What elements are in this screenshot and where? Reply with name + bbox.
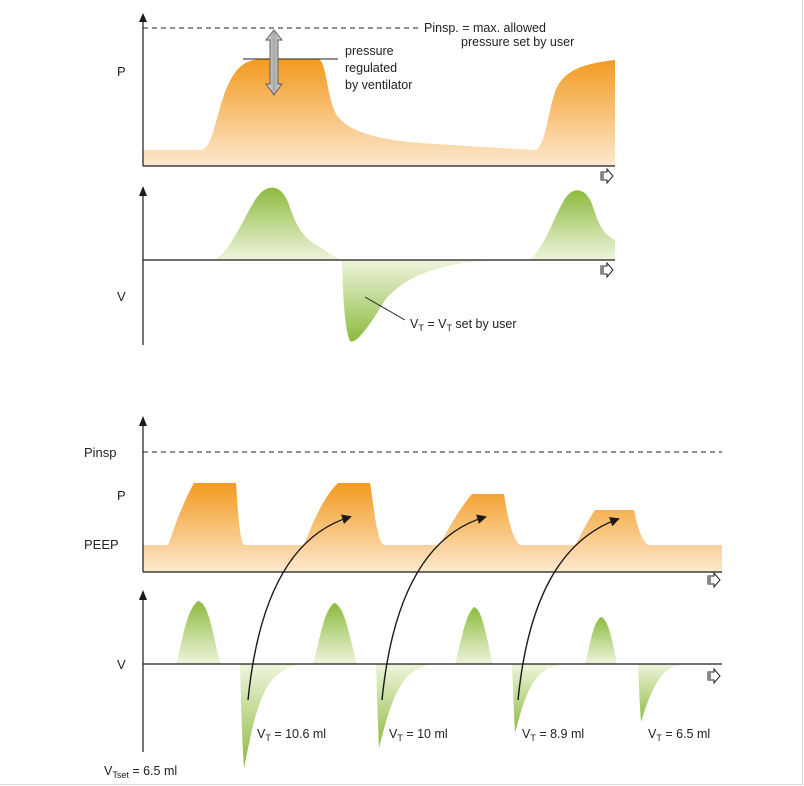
tidal-volume-label-1: VT = 10.6 ml <box>257 727 326 743</box>
top-v-axis-label: V <box>117 289 126 304</box>
bottom-flow-exp-3 <box>512 664 562 733</box>
top-flow-insp-2 <box>530 190 615 260</box>
bottom-peep-label: PEEP <box>84 537 119 552</box>
top-pressure-y-arrowhead <box>139 13 147 22</box>
top-p-axis-label: P <box>117 64 126 79</box>
top-flow-insp-1 <box>215 187 340 260</box>
tidal-volume-label-4: VT = 6.5 ml <box>648 727 710 743</box>
vt-note: VT = VT set by user <box>410 317 517 333</box>
top-pinsp-label-line2: pressure set by user <box>461 35 574 49</box>
top-pressure-time-arrow-icon <box>600 168 614 184</box>
pressure-note-line2: regulated <box>345 61 397 75</box>
bottom-flow-insp-3 <box>455 607 493 664</box>
pressure-note-line1: pressure <box>345 44 394 58</box>
top-pressure-panel: Pinsp. = max. allowed pressure set by us… <box>117 13 615 184</box>
bottom-flow-exp-1 <box>240 664 300 768</box>
bottom-flow-exp-4 <box>638 664 682 722</box>
top-flow-panel: V VT = VT set by user <box>117 186 615 345</box>
bottom-flow-insp-2 <box>313 603 357 664</box>
vtset-label: VTset = 6.5 ml <box>104 764 177 780</box>
bottom-flow-time-arrow-icon <box>707 668 721 684</box>
bottom-pressure-y-arrowhead <box>139 416 147 426</box>
feedback-arrow-2-icon <box>381 514 487 701</box>
top-pinsp-label-line1: Pinsp. = max. allowed <box>424 21 546 35</box>
tidal-volume-label-3: VT = 8.9 ml <box>522 727 584 743</box>
bottom-pinsp-label: Pinsp <box>84 445 117 460</box>
feedback-arrow-3-icon <box>517 517 620 701</box>
bottom-flow-exp-2 <box>376 664 432 748</box>
bottom-pressure-wave <box>143 483 722 572</box>
tidal-volume-label-2: VT = 10 ml <box>389 727 448 743</box>
bottom-flow-y-arrowhead <box>139 590 147 600</box>
bottom-pressure-panel: Pinsp P PEEP <box>84 416 722 588</box>
top-flow-y-arrowhead <box>139 186 147 196</box>
bottom-flow-insp-1 <box>176 601 221 664</box>
pressure-note-line3: by ventilator <box>345 78 412 92</box>
vt-note-leader <box>364 296 406 321</box>
feedback-arrow-1-icon <box>247 514 352 701</box>
top-flow-exp <box>342 260 500 342</box>
top-pressure-wave <box>143 59 615 166</box>
double-arrow-icon <box>265 29 283 96</box>
bottom-pressure-time-arrow-icon <box>707 572 721 588</box>
bottom-flow-insp-4 <box>585 617 617 664</box>
top-flow-time-arrow-icon <box>600 262 614 278</box>
bottom-flow-panel: V VT = 10.6 ml VT = 10 ml VT = 8.9 ml VT… <box>104 514 722 780</box>
bottom-v-axis-label: V <box>117 657 126 672</box>
bottom-p-axis-label: P <box>117 488 126 503</box>
